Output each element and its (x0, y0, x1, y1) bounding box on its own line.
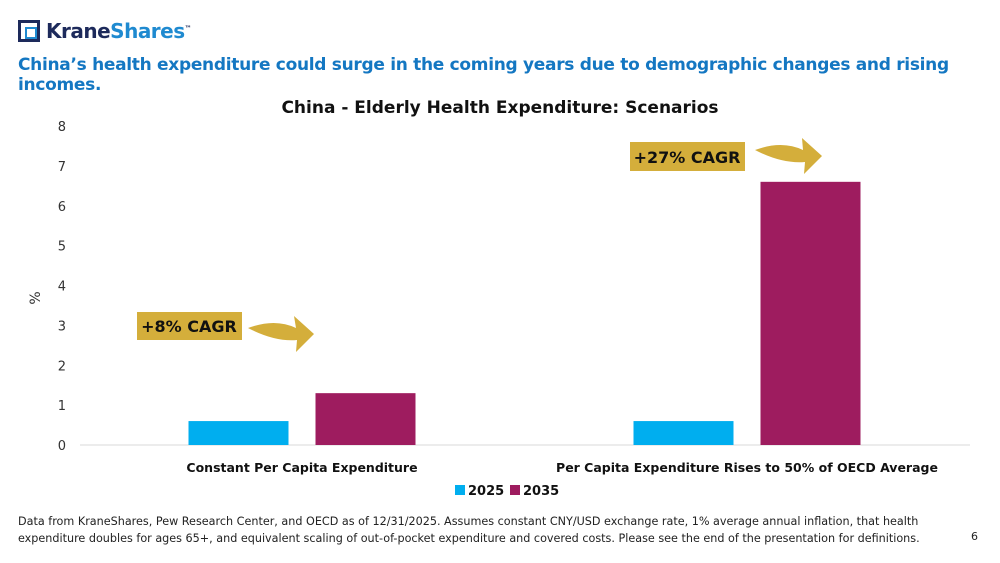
annotation-27-cagr: +27% CAGR (630, 138, 822, 174)
category-label: Per Capita Expenditure Rises to 50% of O… (556, 460, 938, 475)
y-tick-label: 0 (58, 439, 66, 454)
y-tick-label: 2 (58, 359, 66, 374)
y-axis-label: % (28, 291, 44, 304)
headline: China’s health expenditure could surge i… (18, 55, 949, 95)
bar-2025-0 (188, 421, 289, 445)
page-number: 6 (971, 530, 978, 543)
y-tick-label: 1 (58, 399, 66, 414)
y-tick-label: 7 (58, 160, 66, 175)
y-tick-label: 8 (58, 120, 66, 135)
y-tick-label: 5 (58, 240, 66, 255)
logo-text-krane: Krane (46, 19, 111, 43)
y-tick-label: 3 (58, 319, 66, 334)
annotation-label: +27% CAGR (634, 148, 741, 167)
legend-label: 2035 (523, 484, 559, 499)
kraneshares-logo: KraneShares™ (18, 19, 192, 43)
bar-2035-1 (760, 181, 861, 445)
logo-mark-icon (18, 20, 40, 42)
arrow-right-icon (248, 316, 314, 352)
chart-title: China - Elderly Health Expenditure: Scen… (281, 98, 718, 118)
annotation-label: +8% CAGR (141, 317, 237, 336)
logo-text-shares: Shares (110, 19, 185, 43)
bar-2025-1 (633, 421, 734, 445)
y-tick-label: 4 (58, 280, 66, 295)
y-tick-label: 6 (58, 200, 66, 215)
bar-chart: China - Elderly Health Expenditure: Scen… (28, 98, 970, 499)
arrow-right-icon (755, 138, 822, 174)
legend-swatch-2035 (510, 485, 520, 495)
annotation-8-cagr: +8% CAGR (137, 312, 314, 352)
bar-2035-0 (315, 393, 416, 445)
legend-swatch-2025 (455, 485, 465, 495)
legend-label: 2025 (468, 484, 504, 499)
logo-tm: ™ (184, 24, 192, 33)
category-label: Constant Per Capita Expenditure (186, 460, 417, 475)
footnote: Data from KraneShares, Pew Research Cent… (18, 515, 920, 545)
